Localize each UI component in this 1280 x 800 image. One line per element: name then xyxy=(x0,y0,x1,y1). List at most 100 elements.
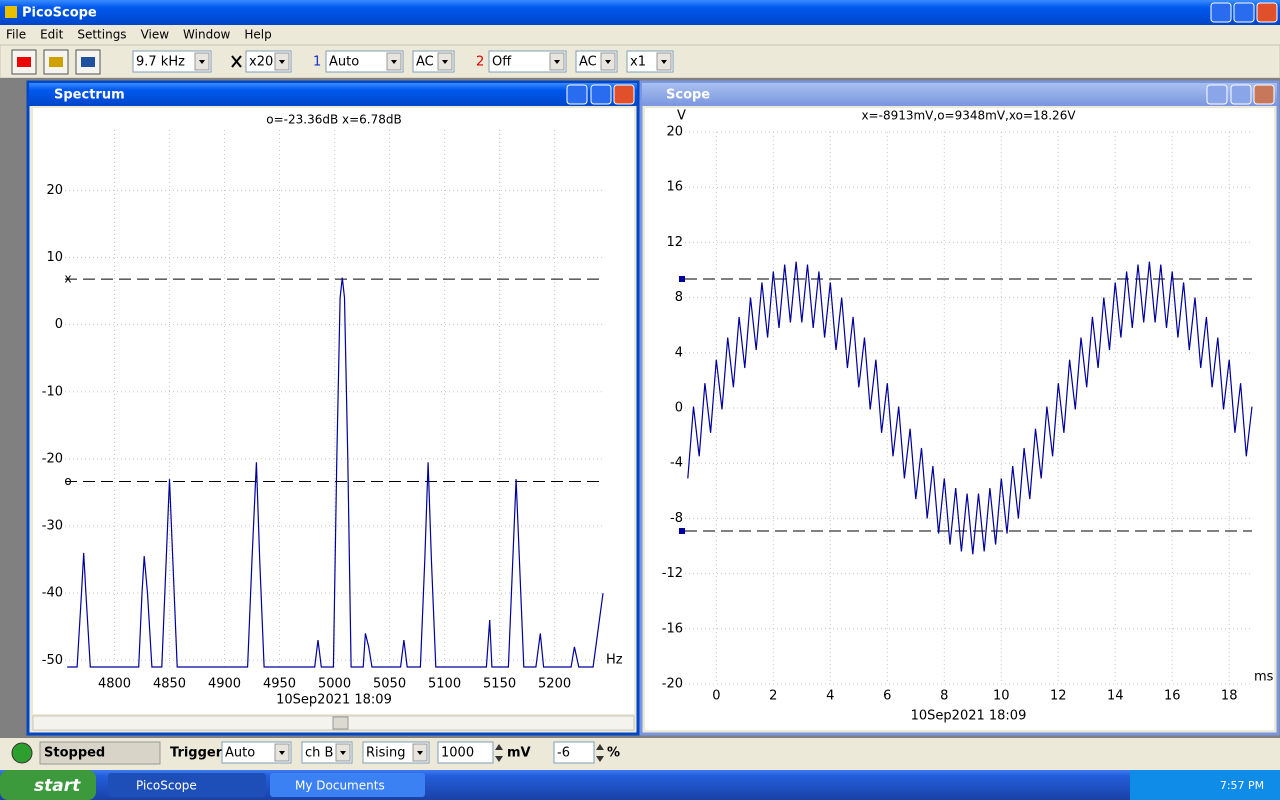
menu-item[interactable]: File xyxy=(6,28,26,42)
y-tick-label: 20 xyxy=(46,183,63,198)
close-button[interactable] xyxy=(1256,2,1278,23)
x-tick-label: 4950 xyxy=(263,677,296,692)
ch2-range-select-value: Off xyxy=(492,55,512,70)
timebase-select-value: 9.7 kHz xyxy=(136,55,185,70)
timestamp: 10Sep2021 18:09 xyxy=(911,709,1027,724)
x-tick-label: 12 xyxy=(1050,689,1067,704)
trigger-mode-select[interactable] xyxy=(221,741,292,764)
app-title: PicoScope xyxy=(22,6,97,21)
x-tick-label: 4900 xyxy=(208,677,241,692)
dropdown-arrow xyxy=(442,60,448,64)
trigger-mode-select-value: Auto xyxy=(225,746,255,761)
x-tick-label: 8 xyxy=(940,689,948,704)
window-button[interactable] xyxy=(1253,84,1275,105)
window-button[interactable] xyxy=(613,84,635,105)
y-tick-label: -12 xyxy=(662,566,683,581)
x-tick-label: 2 xyxy=(769,689,777,704)
dropdown-arrow xyxy=(199,60,205,64)
start-button[interactable] xyxy=(0,770,96,800)
menu-item[interactable]: Edit xyxy=(40,28,64,42)
dropdown-arrow xyxy=(554,60,560,64)
delay-unit: % xyxy=(607,746,620,761)
ch2-coupling-select-value: AC xyxy=(579,55,597,70)
y-tick-label: -50 xyxy=(42,653,63,668)
window-button[interactable] xyxy=(1206,84,1228,105)
spin-up[interactable] xyxy=(495,744,503,750)
y-tick-label: -30 xyxy=(42,519,63,534)
x-tick-label: 18 xyxy=(1221,689,1238,704)
tool-icon xyxy=(49,57,63,67)
x-tick-label: 0 xyxy=(712,689,720,704)
dropdown-arrow xyxy=(605,60,611,64)
clock: 7:57 PM xyxy=(1220,779,1264,792)
x-tick-label: 14 xyxy=(1107,689,1124,704)
channel-1-label: 1 xyxy=(313,55,321,70)
delay-input-value: -6 xyxy=(557,746,570,761)
task-label: PicoScope xyxy=(136,779,197,793)
x-unit: Hz xyxy=(606,653,623,668)
status-bar xyxy=(0,738,1280,770)
y-unit: V xyxy=(677,109,686,124)
tool-button[interactable] xyxy=(75,49,101,75)
x-tick-label: 5000 xyxy=(318,677,351,692)
title-bar xyxy=(0,0,1280,25)
window-button[interactable] xyxy=(590,84,612,105)
y-tick-label: -4 xyxy=(670,456,683,471)
dropdown-arrow xyxy=(417,751,423,755)
x-tick-label: 16 xyxy=(1164,689,1181,704)
spectrum-title: Spectrum xyxy=(54,88,125,103)
cursor-marker[interactable] xyxy=(679,527,685,534)
delay-input[interactable] xyxy=(553,741,595,764)
spin-up[interactable] xyxy=(596,744,604,750)
y-tick-label: -10 xyxy=(42,384,63,399)
dropdown-arrow xyxy=(279,751,285,755)
x-tick-label: 4 xyxy=(826,689,834,704)
minimize-button[interactable] xyxy=(1210,2,1232,23)
x-tick-label: 5100 xyxy=(428,677,461,692)
zoom-icon xyxy=(231,55,242,68)
tool-icon xyxy=(17,57,31,67)
y-tick-label: -40 xyxy=(42,586,63,601)
y-tick-label: 0 xyxy=(675,401,683,416)
menu-item[interactable]: Window xyxy=(183,28,231,42)
y-tick-label: 12 xyxy=(666,235,683,250)
dropdown-arrow xyxy=(340,751,346,755)
menu-item[interactable]: Settings xyxy=(77,28,126,42)
cursor-marker[interactable] xyxy=(679,275,685,282)
trigger-level-input[interactable] xyxy=(437,741,494,764)
system-tray xyxy=(1130,770,1280,800)
ch1-range-select-value: Auto xyxy=(329,55,359,70)
menu-item[interactable]: View xyxy=(141,28,170,42)
channel-2-label: 2 xyxy=(476,55,484,70)
spin-down[interactable] xyxy=(495,756,503,762)
window-button[interactable] xyxy=(1230,84,1252,105)
y-tick-label: 10 xyxy=(46,250,63,265)
spin-down[interactable] xyxy=(596,756,604,762)
spectrum-plot-area xyxy=(33,108,634,714)
timebase-select[interactable] xyxy=(132,50,212,73)
go-button[interactable] xyxy=(11,742,33,764)
cursor-label: x xyxy=(64,272,71,286)
tool-icon xyxy=(81,57,95,67)
multiplier-select-value: x1 xyxy=(630,55,646,70)
task-button[interactable] xyxy=(108,773,266,797)
y-tick-label: -20 xyxy=(42,451,63,466)
x-tick-label: 5150 xyxy=(483,677,516,692)
status-text: Stopped xyxy=(44,746,105,761)
menu-item[interactable]: Help xyxy=(244,28,271,42)
dropdown-arrow xyxy=(391,60,397,64)
cursor-label: o xyxy=(64,474,71,488)
ch2-range-select[interactable] xyxy=(488,50,567,73)
level-unit: mV xyxy=(507,746,531,761)
start-label: start xyxy=(34,776,81,796)
task-button[interactable] xyxy=(270,773,425,797)
restore-button[interactable] xyxy=(1233,2,1255,23)
scope-plot-area xyxy=(645,108,1274,730)
trigger-channel-select-value: ch B xyxy=(305,746,333,761)
y-tick-label: 0 xyxy=(55,317,63,332)
window-button[interactable] xyxy=(566,84,588,105)
dropdown-arrow xyxy=(661,60,667,64)
scroll-thumb[interactable] xyxy=(332,716,349,730)
ch1-range-select[interactable] xyxy=(325,50,404,73)
signal-trace xyxy=(67,277,604,668)
